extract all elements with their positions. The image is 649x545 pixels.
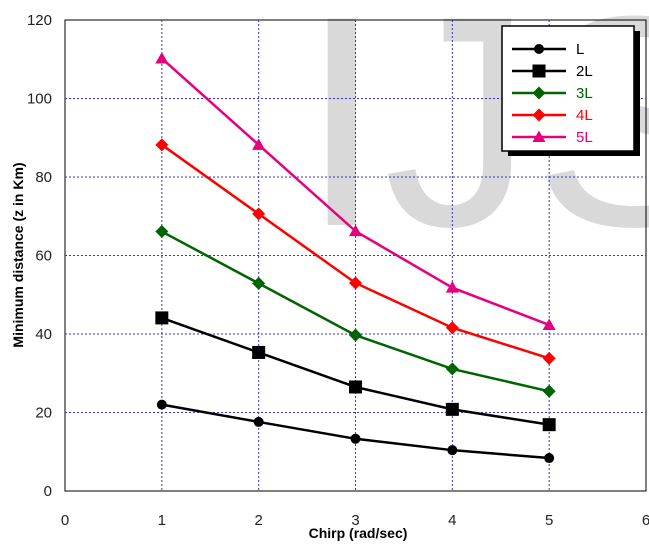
x-tick-label: 3 [351, 512, 359, 529]
data-point [542, 351, 556, 365]
legend-marker [532, 108, 546, 122]
legend-marker [532, 130, 546, 142]
y-tick-label: 80 [35, 169, 52, 186]
legend-label: L [576, 41, 584, 58]
y-tick-label: 60 [35, 248, 52, 265]
legend-marker [532, 64, 546, 78]
data-point [252, 207, 266, 221]
x-axis-title: Chirp (rad/sec) [309, 525, 408, 541]
legend: L 2L 3L 4L 5L [501, 25, 640, 156]
legend-marker [534, 44, 544, 54]
x-tick-label: 5 [545, 512, 553, 529]
series-5 [155, 51, 556, 330]
series-3 [155, 225, 556, 398]
y-tick-labels: 0 20 40 60 80 100 120 [27, 12, 52, 500]
data-point [252, 345, 266, 359]
y-tick-label: 0 [44, 483, 52, 500]
data-point [544, 453, 555, 464]
data-point [542, 418, 556, 432]
data-point [253, 416, 264, 427]
legend-label: 2L [576, 63, 593, 80]
data-point [445, 321, 459, 335]
data-point [542, 318, 556, 330]
legend-label: 3L [576, 85, 593, 102]
data-point [155, 138, 169, 152]
y-tick-label: 100 [27, 91, 52, 108]
data-point [155, 311, 169, 325]
data-point [350, 433, 361, 444]
data-point [447, 445, 458, 456]
x-tick-label: 6 [642, 512, 649, 529]
data-point [445, 362, 459, 376]
series-2 [155, 311, 556, 432]
data-point [155, 225, 169, 239]
data-point [349, 328, 362, 342]
data-point [349, 380, 362, 394]
y-axis-title: Minimum distance (z in Km) [10, 162, 26, 347]
x-tick-label: 1 [158, 512, 166, 529]
data-point [445, 281, 459, 293]
series-4 [155, 138, 556, 365]
legend-label: 4L [576, 107, 593, 124]
data-point [542, 384, 556, 398]
legend-label: 5L [576, 129, 593, 146]
y-tick-label: 40 [35, 326, 52, 343]
y-tick-label: 120 [27, 12, 52, 29]
data-point [349, 276, 362, 290]
data-point [445, 402, 459, 416]
data-series [155, 51, 556, 464]
series-1 [156, 399, 555, 464]
x-tick-labels: 0 1 2 3 4 5 6 [61, 512, 649, 529]
data-point [349, 224, 362, 237]
legend-box [501, 25, 635, 152]
data-point [252, 276, 266, 290]
y-tick-label: 20 [35, 405, 52, 422]
x-tick-label: 0 [61, 512, 69, 529]
x-tick-label: 2 [254, 512, 262, 529]
data-point [155, 51, 169, 64]
data-point [156, 399, 167, 410]
data-point [252, 138, 266, 150]
legend-marker [532, 86, 546, 100]
x-tick-label: 4 [448, 512, 456, 529]
